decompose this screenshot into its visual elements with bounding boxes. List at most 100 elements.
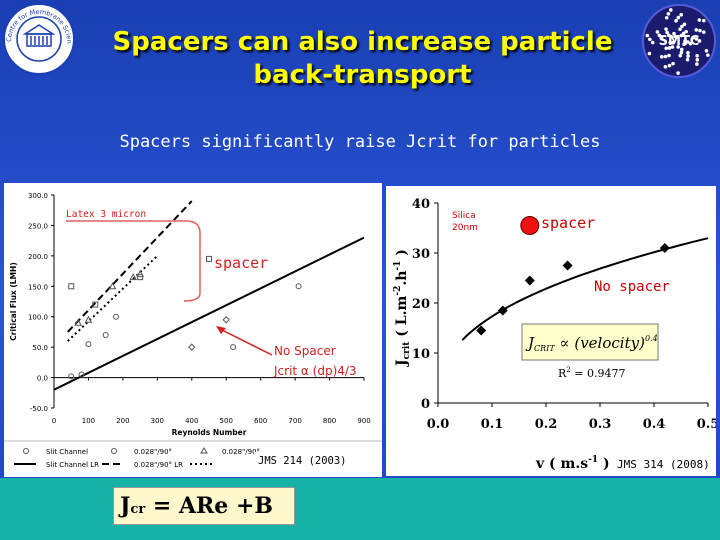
logo-dot	[666, 11, 671, 16]
right-annotation-r2: R2 = 0.9477	[558, 366, 625, 380]
left-data-point	[295, 283, 302, 290]
logo-dot	[668, 40, 673, 45]
logo-dot-pattern	[645, 8, 710, 75]
left-legend-marker	[23, 448, 29, 454]
logo-dot	[676, 45, 680, 49]
logo-dot	[657, 33, 662, 38]
logo-dot	[682, 22, 687, 27]
bottom-band	[0, 478, 720, 540]
left-x-tick-label: 0	[52, 417, 56, 425]
left-arrow-head	[216, 326, 226, 334]
right-annotation-silica-2: 20nm	[452, 223, 478, 233]
logo-dot	[664, 15, 669, 20]
left-data-point	[113, 313, 119, 320]
left-fit-line	[67, 200, 193, 333]
left-annotation-latex: Latex 3 micron	[66, 209, 146, 220]
logo-dot	[676, 15, 681, 20]
logo-dot	[676, 71, 680, 75]
logo-dot	[678, 53, 683, 58]
left-data-point	[137, 274, 144, 281]
smtc-logo: SMTC	[642, 4, 716, 78]
left-annotation-spacer: spacer	[214, 254, 268, 272]
logo-dot	[645, 33, 650, 38]
left-x-tick-label: 100	[82, 417, 95, 425]
logo-dot	[680, 24, 684, 29]
left-data-point	[68, 283, 75, 290]
left-annotation-nospacer: No Spacer	[274, 344, 336, 358]
right-data-point	[659, 243, 670, 253]
left-annotation-jcrit: Jcrit α (dp)4/3	[273, 364, 357, 378]
left-y-tick-label: 300.0	[28, 192, 48, 200]
logo-dot	[672, 31, 676, 36]
left-ref-box	[254, 452, 360, 469]
logo-dot	[666, 33, 671, 38]
left-fit-line	[67, 255, 159, 342]
logo-dot	[686, 54, 690, 58]
left-legend-item: 0.028"/90°	[222, 448, 260, 456]
right-data-point	[497, 305, 508, 316]
logo-dot	[667, 46, 672, 50]
right-x-tick-label: 0.0	[427, 417, 450, 432]
right-chart-panel: 0 10 20 30 40 0.0 0.1 0.2 0.3 0.4 0.5 v ( m.s-1 ) Jc…	[386, 186, 716, 476]
left-data-point	[230, 344, 237, 351]
left-data-point	[85, 341, 92, 348]
page-subtitle: Spacers significantly raise Jcrit for pa…	[119, 132, 601, 152]
left-x-tick-label: 500	[220, 417, 233, 425]
left-data-point	[84, 315, 93, 323]
left-fit-line	[53, 236, 365, 391]
left-data-point	[222, 316, 230, 324]
left-legend-item: 0.028"/90° LR	[134, 461, 183, 469]
logo-dot	[702, 18, 706, 23]
left-data-point	[78, 371, 85, 378]
left-legend-item: Slit Channel LR	[46, 461, 99, 469]
left-y-tick-label: 250.0	[28, 222, 48, 230]
right-x-tick-label: 0.5	[697, 417, 716, 432]
logo-dot	[695, 62, 699, 66]
logo-dot	[667, 53, 671, 58]
logo-dot	[682, 42, 686, 47]
title-line-2: back-transport	[253, 60, 472, 90]
logo-dot	[697, 18, 702, 22]
right-annotation-silica-1: Silica	[452, 211, 476, 221]
cmst-unesco-logo: Centre for Membrane Science and Technolo…	[2, 2, 75, 75]
logo-dot	[664, 27, 668, 31]
logo-dot	[678, 27, 682, 32]
left-arrow-line	[217, 327, 273, 356]
logo-dot	[684, 29, 688, 34]
right-x-tick-label: 0.1	[481, 417, 504, 432]
logo-dot	[698, 28, 702, 33]
logo-dot	[648, 37, 652, 42]
logo-dot	[694, 28, 699, 32]
right-data-point	[562, 260, 573, 271]
logo-dot	[664, 46, 669, 51]
logo-dot	[685, 57, 690, 62]
logo-dot	[670, 45, 675, 49]
logo-dot	[686, 40, 690, 44]
right-reference: JMS 314 (2008)	[617, 458, 710, 471]
right-x-axis-label: v ( m.s-1 )	[535, 455, 610, 472]
right-y-tick-label: 0	[421, 397, 430, 412]
left-x-axis-label: Reynolds Number	[172, 428, 247, 437]
left-data-point	[136, 270, 144, 278]
right-y-tick-label: 10	[412, 347, 430, 362]
logo-dot	[663, 65, 668, 69]
left-y-axis-label: Critical Flux (LMH)	[9, 262, 18, 340]
logo-dot	[655, 30, 660, 34]
left-data-point	[188, 343, 196, 351]
left-x-tick-label: 300	[151, 417, 164, 425]
logo-dot	[683, 39, 687, 43]
logo-dot	[686, 50, 690, 55]
logo-dot	[650, 40, 655, 45]
logo-dot	[673, 34, 677, 39]
logo-dot	[688, 41, 693, 46]
logo-dot	[691, 35, 696, 40]
logo-dot	[663, 54, 668, 59]
left-bracket-line	[66, 220, 201, 302]
left-data-point	[108, 282, 117, 290]
logo-dot	[671, 61, 675, 66]
logo-dot	[695, 54, 699, 58]
right-y-axis-label: Jcrit ( L.m-2.h-1 )	[393, 249, 412, 368]
left-legend-item: 0.028"/90°	[134, 448, 172, 456]
right-annotation-nospacer: No spacer	[594, 279, 670, 295]
right-spacer-point	[520, 216, 540, 235]
